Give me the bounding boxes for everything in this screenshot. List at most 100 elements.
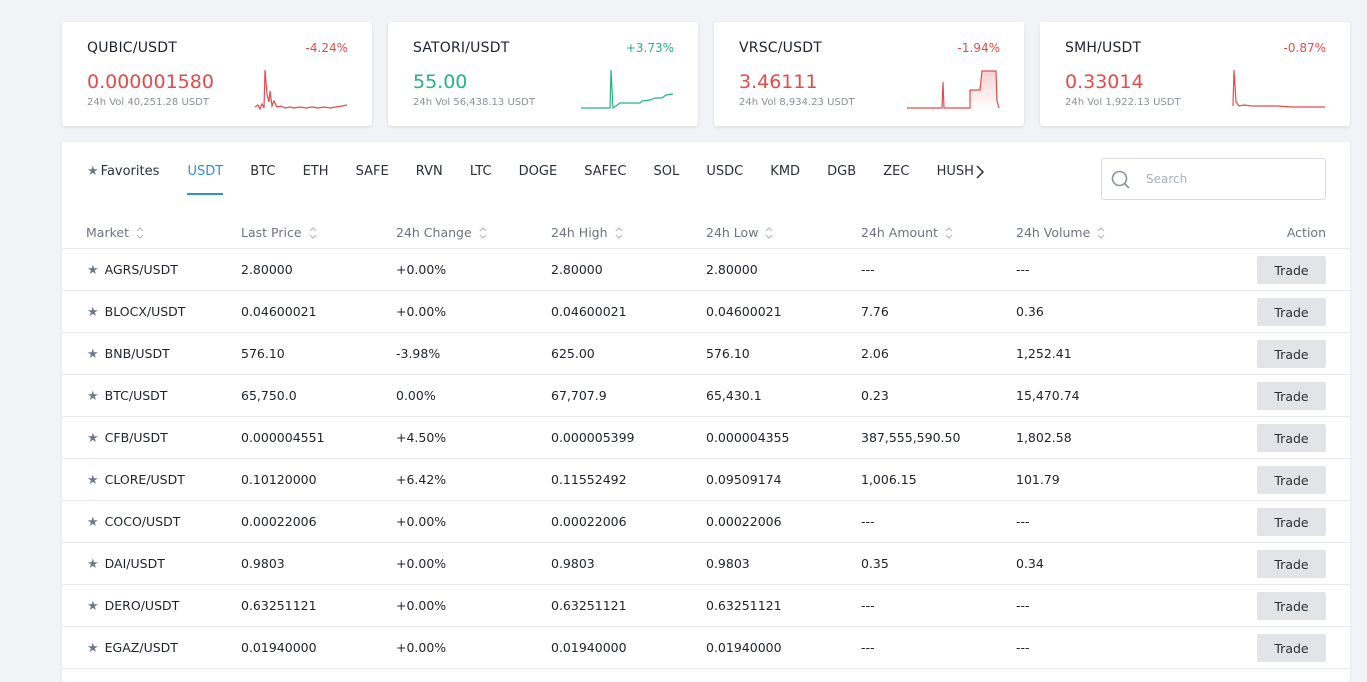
tab-safe[interactable]: SAFE (355, 164, 389, 179)
trade-button[interactable]: Trade (1257, 508, 1326, 536)
ticker-card-smh[interactable]: SMH/USDT -0.87% 0.33014 24h Vol 1,922.13… (1040, 22, 1350, 126)
header-24h-amount[interactable]: 24h Amount (861, 225, 953, 241)
tab-safec[interactable]: SAFEC (584, 164, 627, 179)
tab-usdt[interactable]: USDT (187, 162, 224, 195)
trade-button[interactable]: Trade (1257, 424, 1326, 452)
market-name: EGAZ/USDT (104, 640, 178, 655)
market-cell: ★ BTC/USDT (87, 388, 167, 404)
search-input[interactable] (1144, 167, 1318, 191)
tab-ltc[interactable]: LTC (469, 164, 492, 179)
header-market[interactable]: Market (86, 225, 144, 241)
trade-button[interactable]: Trade (1257, 340, 1326, 368)
last-price-cell: 2.80000 (241, 262, 293, 277)
ticker-pair: SMH/USDT (1065, 40, 1142, 56)
trade-button[interactable]: Trade (1257, 592, 1326, 620)
tab-dgb[interactable]: DGB (827, 164, 857, 179)
trade-button[interactable]: Trade (1257, 382, 1326, 410)
table-row[interactable]: ★ DAI/USDT 0.9803 +0.00% 0.9803 0.9803 0.… (62, 543, 1350, 585)
trade-button[interactable]: Trade (1257, 550, 1326, 578)
ticker-pair: QUBIC/USDT (87, 40, 177, 56)
star-icon[interactable]: ★ (87, 431, 99, 446)
search-icon (1111, 170, 1130, 189)
ticker-sparkline (254, 69, 348, 111)
ticker-price: 0.33014 (1065, 71, 1144, 93)
star-icon[interactable]: ★ (87, 641, 99, 656)
market-name: CLORE/USDT (104, 472, 185, 487)
low-cell: 0.01940000 (706, 640, 782, 655)
ticker-card-qubic[interactable]: QUBIC/USDT -4.24% 0.000001580 24h Vol 40… (62, 22, 372, 126)
table-row[interactable]: ★ COCO/USDT 0.00022006 +0.00% 0.00022006 … (62, 501, 1350, 543)
table-row[interactable]: ★ CFB/USDT 0.000004551 +4.50% 0.000005399… (62, 417, 1350, 459)
high-cell: 0.01940000 (551, 640, 627, 655)
amount-cell: 7.76 (861, 304, 889, 319)
table-row[interactable]: ★ AGRS/USDT 2.80000 +0.00% 2.80000 2.8000… (62, 249, 1350, 291)
volume-cell: 1,252.41 (1016, 346, 1072, 361)
last-price-cell: 576.10 (241, 346, 285, 361)
sort-icon (479, 226, 487, 239)
star-icon[interactable]: ★ (87, 473, 99, 488)
market-name: BNB/USDT (104, 346, 170, 361)
trade-button[interactable]: Trade (1257, 256, 1326, 284)
header-24h-change[interactable]: 24h Change (396, 225, 487, 241)
tab-eth[interactable]: ETH (302, 164, 329, 179)
volume-cell: 15,470.74 (1016, 388, 1080, 403)
change-cell: 0.00% (396, 388, 436, 403)
market-name: BLOCX/USDT (104, 304, 186, 319)
market-name: BTC/USDT (104, 388, 168, 403)
trade-button[interactable]: Trade (1257, 634, 1326, 662)
search-box[interactable] (1101, 158, 1326, 200)
table-row[interactable]: ★ EGAZ/USDT 0.01940000 +0.00% 0.01940000 … (62, 627, 1350, 669)
ticker-card-satori[interactable]: SATORI/USDT +3.73% 55.00 24h Vol 56,438.… (388, 22, 698, 126)
star-icon[interactable]: ★ (87, 515, 99, 530)
tab-kmd[interactable]: KMD (770, 164, 801, 179)
tab-btc[interactable]: BTC (250, 164, 276, 179)
tab-usdc[interactable]: USDC (706, 164, 744, 179)
header-label: 24h High (551, 225, 608, 240)
tab-zec[interactable]: ZEC (883, 164, 910, 179)
ticker-volume: 24h Vol 40,251.28 USDT (87, 97, 209, 108)
star-icon: ★ (87, 164, 99, 179)
low-cell: 576.10 (706, 346, 750, 361)
sort-icon (309, 226, 316, 239)
star-icon[interactable]: ★ (87, 389, 99, 404)
tab-favorites[interactable]: ★ Favorites (87, 162, 159, 194)
star-icon[interactable]: ★ (87, 305, 99, 320)
low-cell: 0.9803 (706, 556, 750, 571)
ticker-price: 55.00 (413, 71, 468, 93)
high-cell: 0.04600021 (551, 304, 627, 319)
header-label: 24h Low (706, 225, 759, 240)
change-cell: +0.00% (396, 598, 447, 613)
amount-cell: 387,555,590.50 (861, 430, 961, 445)
header-24h-low[interactable]: 24h Low (706, 225, 773, 241)
star-icon[interactable]: ★ (87, 599, 99, 614)
header-label: 24h Change (396, 225, 472, 240)
tab-hush[interactable]: HUSH (936, 164, 974, 179)
tab-doge[interactable]: DOGE (518, 164, 558, 179)
trade-button[interactable]: Trade (1257, 298, 1326, 326)
amount-cell: --- (861, 640, 875, 655)
table-row[interactable]: ★ BLOCX/USDT 0.04600021 +0.00% 0.04600021… (62, 291, 1350, 333)
low-cell: 0.63251121 (706, 598, 782, 613)
header-label: 24h Amount (861, 225, 938, 240)
tab-sol[interactable]: SOL (653, 164, 680, 179)
volume-cell: --- (1016, 598, 1030, 613)
table-row[interactable]: ★ BNB/USDT 576.10 -3.98% 625.00 576.10 2.… (62, 333, 1350, 375)
table-row[interactable]: ★ BTC/USDT 65,750.0 0.00% 67,707.9 65,430… (62, 375, 1350, 417)
tab-rvn[interactable]: RVN (415, 164, 443, 179)
table-row[interactable]: ★ CLORE/USDT 0.10120000 +6.42% 0.11552492… (62, 459, 1350, 501)
ticker-card-vrsc[interactable]: VRSC/USDT -1.94% 3.46111 24h Vol 8,934.2… (714, 22, 1024, 126)
high-cell: 67,707.9 (551, 388, 607, 403)
header-last-price[interactable]: Last Price (241, 225, 317, 241)
star-icon[interactable]: ★ (87, 263, 99, 278)
star-icon[interactable]: ★ (87, 557, 99, 572)
chevron-right-icon[interactable] (972, 162, 988, 182)
table-row[interactable]: ★ DERO/USDT 0.63251121 +0.00% 0.63251121 … (62, 585, 1350, 627)
trade-button[interactable]: Trade (1257, 466, 1326, 494)
header-24h-volume[interactable]: 24h Volume (1016, 225, 1105, 241)
header-24h-high[interactable]: 24h High (551, 225, 623, 241)
star-icon[interactable]: ★ (87, 347, 99, 362)
last-price-cell: 0.04600021 (241, 304, 317, 319)
high-cell: 625.00 (551, 346, 595, 361)
market-name: AGRS/USDT (104, 262, 178, 277)
market-name: DAI/USDT (104, 556, 165, 571)
